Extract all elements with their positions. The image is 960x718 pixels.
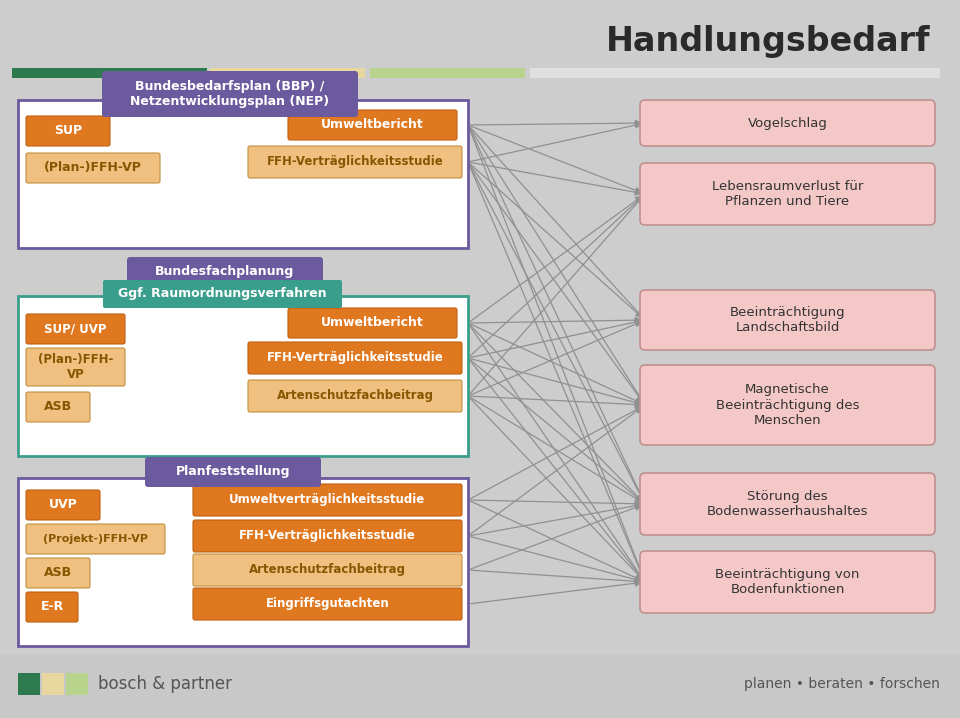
FancyBboxPatch shape: [248, 380, 462, 412]
Text: (Plan-)FFH-VP: (Plan-)FFH-VP: [44, 162, 142, 174]
FancyBboxPatch shape: [193, 520, 462, 552]
Text: Magnetische
Beeinträchtigung des
Menschen: Magnetische Beeinträchtigung des Mensche…: [716, 383, 859, 426]
FancyBboxPatch shape: [0, 655, 960, 718]
Text: Eingriffsgutachten: Eingriffsgutachten: [266, 597, 390, 610]
FancyBboxPatch shape: [18, 296, 468, 456]
FancyBboxPatch shape: [193, 554, 462, 586]
FancyBboxPatch shape: [26, 116, 110, 146]
FancyBboxPatch shape: [26, 490, 100, 520]
FancyBboxPatch shape: [210, 68, 365, 78]
FancyBboxPatch shape: [530, 68, 940, 78]
Text: SUP/ UVP: SUP/ UVP: [44, 322, 107, 335]
Text: Ggf. Raumordnungsverfahren: Ggf. Raumordnungsverfahren: [118, 287, 326, 301]
FancyBboxPatch shape: [26, 348, 125, 386]
Text: planen • beraten • forschen: planen • beraten • forschen: [744, 677, 940, 691]
FancyBboxPatch shape: [103, 280, 342, 308]
FancyBboxPatch shape: [26, 524, 165, 554]
Text: Umweltbericht: Umweltbericht: [322, 317, 424, 330]
FancyBboxPatch shape: [26, 592, 78, 622]
Text: FFH-Verträglichkeitsstudie: FFH-Verträglichkeitsstudie: [267, 156, 444, 169]
Text: (Plan-)FFH-
VP: (Plan-)FFH- VP: [37, 353, 113, 381]
FancyBboxPatch shape: [66, 673, 88, 695]
FancyBboxPatch shape: [145, 457, 321, 487]
Text: (Projekt-)FFH-VP: (Projekt-)FFH-VP: [43, 534, 148, 544]
FancyBboxPatch shape: [26, 314, 125, 344]
Text: E-R: E-R: [40, 600, 63, 613]
FancyBboxPatch shape: [12, 68, 207, 78]
Text: Umweltbericht: Umweltbericht: [322, 118, 424, 131]
FancyBboxPatch shape: [26, 392, 90, 422]
FancyBboxPatch shape: [640, 163, 935, 225]
Text: Artenschutzfachbeitrag: Artenschutzfachbeitrag: [276, 389, 434, 403]
FancyBboxPatch shape: [26, 558, 90, 588]
FancyBboxPatch shape: [288, 110, 457, 140]
Text: Lebensraumverlust für
Pflanzen und Tiere: Lebensraumverlust für Pflanzen und Tiere: [711, 180, 863, 208]
FancyBboxPatch shape: [640, 551, 935, 613]
FancyBboxPatch shape: [640, 290, 935, 350]
FancyBboxPatch shape: [248, 342, 462, 374]
Text: UVP: UVP: [49, 498, 78, 511]
FancyBboxPatch shape: [18, 673, 40, 695]
Text: SUP: SUP: [54, 124, 82, 138]
Text: bosch & partner: bosch & partner: [98, 675, 232, 693]
Text: Handlungsbedarf: Handlungsbedarf: [606, 26, 930, 58]
Text: ASB: ASB: [44, 567, 72, 579]
Text: Bundesbedarfsplan (BBP) /
Netzentwicklungsplan (NEP): Bundesbedarfsplan (BBP) / Netzentwicklun…: [131, 80, 329, 108]
FancyBboxPatch shape: [18, 478, 468, 646]
FancyBboxPatch shape: [193, 484, 462, 516]
FancyBboxPatch shape: [42, 673, 64, 695]
FancyBboxPatch shape: [640, 100, 935, 146]
FancyBboxPatch shape: [288, 308, 457, 338]
FancyBboxPatch shape: [640, 473, 935, 535]
Text: FFH-Verträglichkeitsstudie: FFH-Verträglichkeitsstudie: [239, 529, 416, 543]
Text: Planfeststellung: Planfeststellung: [176, 465, 290, 478]
FancyBboxPatch shape: [640, 365, 935, 445]
FancyBboxPatch shape: [102, 71, 358, 117]
Text: Beeinträchtigung von
Bodenfunktionen: Beeinträchtigung von Bodenfunktionen: [715, 568, 860, 596]
Text: Artenschutzfachbeitrag: Artenschutzfachbeitrag: [249, 564, 406, 577]
FancyBboxPatch shape: [248, 146, 462, 178]
Text: Beeinträchtigung
Landschaftsbild: Beeinträchtigung Landschaftsbild: [730, 306, 846, 334]
FancyBboxPatch shape: [370, 68, 525, 78]
Text: ASB: ASB: [44, 401, 72, 414]
Text: FFH-Verträglichkeitsstudie: FFH-Verträglichkeitsstudie: [267, 352, 444, 365]
FancyBboxPatch shape: [18, 100, 468, 248]
Text: Umweltverträglichkeitsstudie: Umweltverträglichkeitsstudie: [229, 493, 425, 506]
Text: Vogelschlag: Vogelschlag: [748, 116, 828, 129]
FancyBboxPatch shape: [26, 153, 160, 183]
FancyBboxPatch shape: [193, 588, 462, 620]
Text: Störung des
Bodenwasserhaushaltes: Störung des Bodenwasserhaushaltes: [707, 490, 868, 518]
Text: Bundesfachplanung: Bundesfachplanung: [156, 266, 295, 279]
FancyBboxPatch shape: [127, 257, 323, 287]
